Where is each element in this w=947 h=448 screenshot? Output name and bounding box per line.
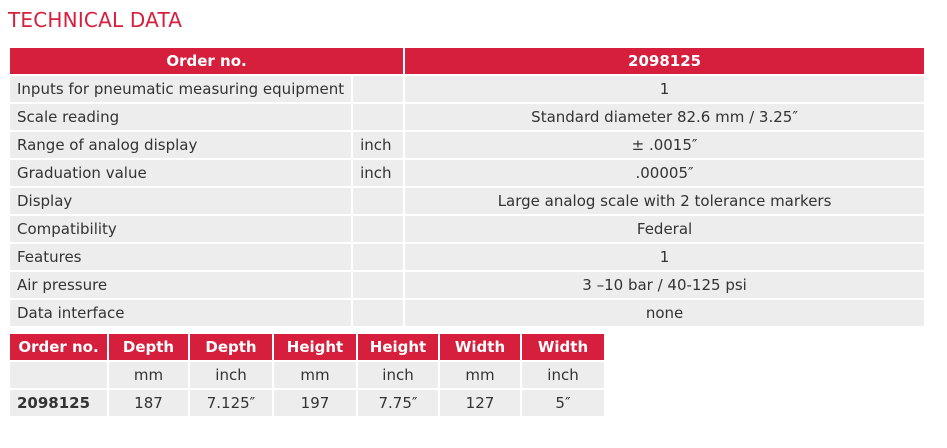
header-cell: Depth — [188, 332, 274, 362]
header-cell: 2098125 — [403, 46, 926, 76]
spec-label: Display — [7, 186, 354, 216]
header-cell: Height — [356, 332, 440, 362]
spec-unit — [351, 242, 406, 272]
data-cell: 187 — [107, 388, 190, 418]
spec-row: Air pressure 3 –10 bar / 40-125 psi — [7, 270, 926, 300]
spec-unit — [351, 102, 406, 132]
spec-label: Graduation value — [7, 158, 354, 188]
spec-unit: inch — [351, 158, 406, 188]
spec-value: 1 — [403, 74, 926, 104]
spec-row: Graduation value inch .00005″ — [7, 158, 926, 188]
data-cell: 7.125″ — [188, 388, 274, 418]
unit-cell — [8, 360, 109, 390]
spec-row: Compatibility Federal — [7, 214, 926, 244]
header-row: Order no. Depth Depth Height Height Width Widt… — [8, 332, 606, 362]
unit-cell: mm — [272, 360, 358, 390]
header-row: Order no. 2098125 — [7, 46, 926, 76]
spec-value: ± .0015″ — [403, 130, 926, 160]
spec-label: Range of analog display — [7, 130, 354, 160]
spec-label: Inputs for pneumatic measuring equipment — [7, 74, 354, 104]
unit-cell: mm — [438, 360, 522, 390]
spec-value: Large analog scale with 2 tolerance mark… — [403, 186, 926, 216]
spec-table: Order no. 2098125 Inputs for pneumatic mea… — [7, 46, 926, 328]
spec-unit — [351, 298, 406, 328]
spec-value: Standard diameter 82.6 mm / 3.25″ — [403, 102, 926, 132]
spec-unit: inch — [351, 130, 406, 160]
spec-label: Air pressure — [7, 270, 354, 300]
data-row: 2098125 187 7.125″ 197 7.75″ 127 5″ — [8, 388, 606, 418]
spec-value: Federal — [403, 214, 926, 244]
unit-cell: inch — [188, 360, 274, 390]
spec-row: Features 1 — [7, 242, 926, 272]
spec-label: Compatibility — [7, 214, 354, 244]
header-cell: Order no. — [8, 332, 109, 362]
header-cell: Width — [438, 332, 522, 362]
spec-value: none — [403, 298, 926, 328]
spec-unit — [351, 74, 406, 104]
data-cell: 5″ — [520, 388, 606, 418]
spec-value: .00005″ — [403, 158, 926, 188]
spec-value: 1 — [403, 242, 926, 272]
spec-label: Scale reading — [7, 102, 354, 132]
spec-label: Features — [7, 242, 354, 272]
spec-row: Scale reading Standard diameter 82.6 mm /… — [7, 102, 926, 132]
unit-cell: inch — [356, 360, 440, 390]
header-cell: Depth — [107, 332, 190, 362]
data-cell: 2098125 — [8, 388, 109, 418]
data-cell: 127 — [438, 388, 522, 418]
spec-unit — [351, 186, 406, 216]
page-title: TECHNICAL DATA — [8, 8, 183, 32]
data-cell: 7.75″ — [356, 388, 440, 418]
spec-row: Range of analog display inch ± .0015″ — [7, 130, 926, 160]
spec-value: 3 –10 bar / 40-125 psi — [403, 270, 926, 300]
unit-row: mm inch mm inch mm inch — [8, 360, 606, 390]
data-cell: 197 — [272, 388, 358, 418]
header-cell: Order no. — [7, 46, 406, 76]
unit-cell: mm — [107, 360, 190, 390]
dimension-table: Order no. Depth Depth Height Height Width Widt… — [8, 332, 606, 418]
spec-unit — [351, 270, 406, 300]
spec-row: Data interface none — [7, 298, 926, 328]
header-cell: Width — [520, 332, 606, 362]
spec-label: Data interface — [7, 298, 354, 328]
unit-cell: inch — [520, 360, 606, 390]
spec-row: Display Large analog scale with 2 toleran… — [7, 186, 926, 216]
header-cell: Height — [272, 332, 358, 362]
spec-unit — [351, 214, 406, 244]
spec-row: Inputs for pneumatic measuring equipment… — [7, 74, 926, 104]
